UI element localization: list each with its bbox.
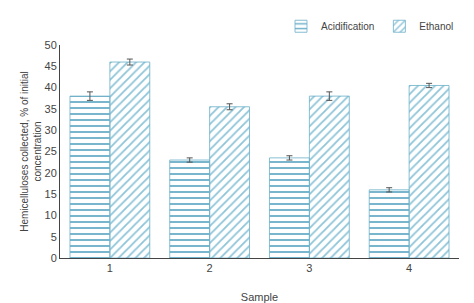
svg-text:30: 30	[45, 124, 57, 136]
svg-text:Sample: Sample	[241, 291, 278, 303]
svg-text:0: 0	[51, 252, 57, 264]
svg-text:3: 3	[306, 262, 312, 274]
svg-text:10: 10	[45, 209, 57, 221]
svg-text:25: 25	[45, 145, 57, 157]
svg-text:20: 20	[45, 167, 57, 179]
svg-text:Acidification: Acidification	[321, 21, 374, 32]
svg-text:35: 35	[45, 103, 57, 115]
svg-text:5: 5	[51, 231, 57, 243]
svg-text:1: 1	[107, 262, 113, 274]
svg-text:Hemicelluloses collected, % of: Hemicelluloses collected, % of initialco…	[19, 71, 43, 232]
svg-text:45: 45	[45, 60, 57, 72]
svg-text:40: 40	[45, 81, 57, 93]
svg-text:4: 4	[406, 262, 412, 274]
svg-text:50: 50	[45, 39, 57, 51]
svg-text:2: 2	[207, 262, 213, 274]
svg-text:Ethanol: Ethanol	[419, 21, 453, 32]
svg-text:15: 15	[45, 188, 57, 200]
